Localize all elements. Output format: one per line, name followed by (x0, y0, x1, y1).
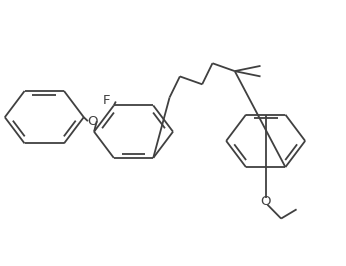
Text: O: O (87, 115, 98, 128)
Text: F: F (103, 94, 110, 107)
Text: O: O (261, 195, 271, 208)
